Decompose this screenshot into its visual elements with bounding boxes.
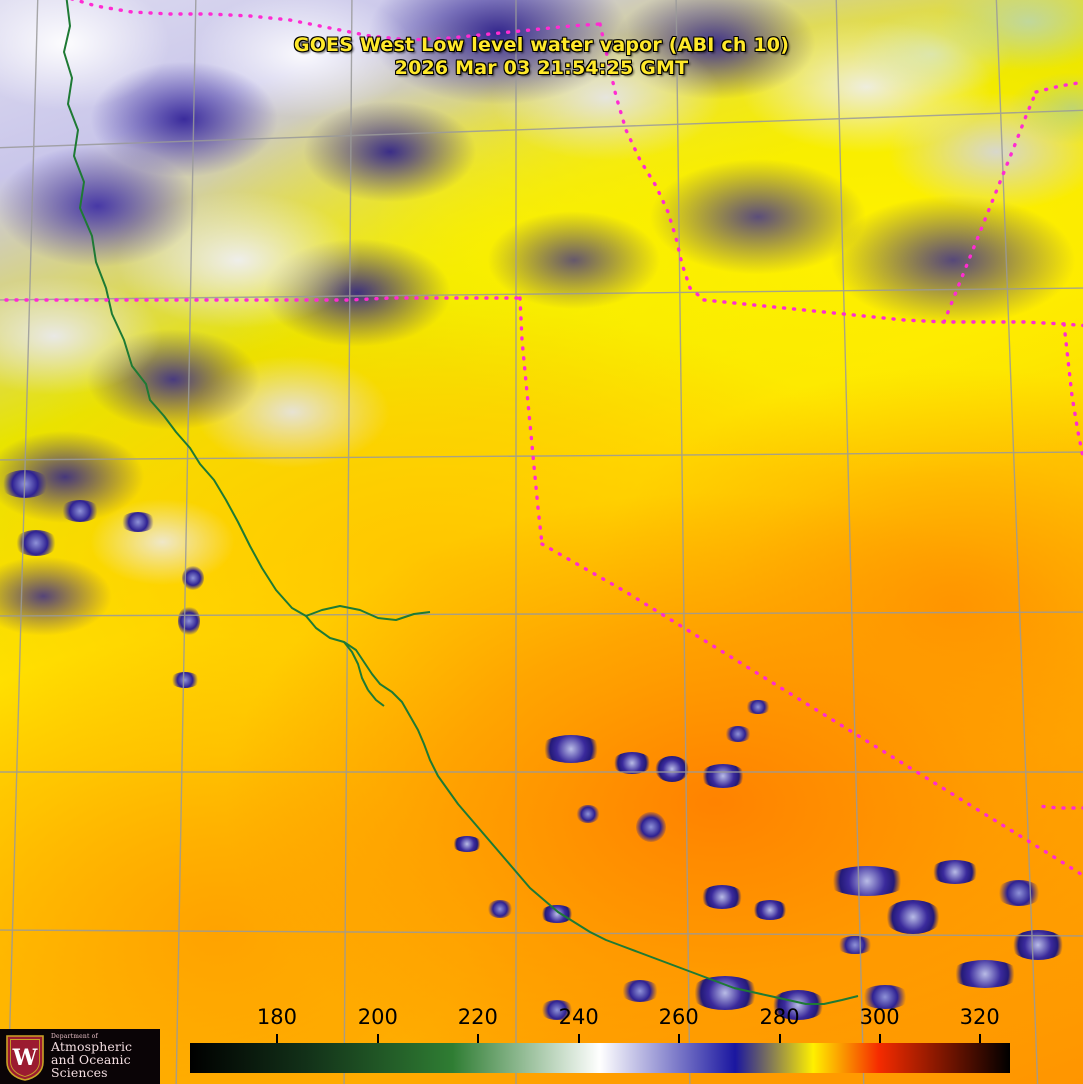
colorbar-tick-180 [275, 1034, 278, 1043]
colorbar-tick-300 [878, 1034, 881, 1043]
colorbar-tick-320 [978, 1034, 981, 1043]
colorbar-tick-260 [677, 1034, 680, 1043]
svg-text:W: W [12, 1045, 38, 1071]
colorbar-label-300: 300 [859, 1005, 900, 1029]
colorbar-tick-200 [376, 1034, 379, 1043]
colorbar-tick-marks [190, 1033, 1010, 1043]
logo-dept-prefix: Department of [51, 1032, 98, 1040]
colorbar-tick-labels: 180 200 220 240 260 280 300 320 [190, 1005, 1010, 1033]
colorbar-tick-280 [778, 1034, 781, 1043]
colorbar-label-220: 220 [457, 1005, 498, 1029]
colorbar-label-200: 200 [357, 1005, 398, 1029]
colorbar-gradient-strip [190, 1043, 1010, 1073]
colorbar: 180 200 220 240 260 280 300 320 [190, 1005, 1010, 1075]
colorbar-label-240: 240 [558, 1005, 599, 1029]
colorbar-label-280: 280 [759, 1005, 800, 1029]
uw-crest-icon: W [6, 1034, 44, 1081]
uw-aos-logo: W Department of Atmospheric and Oceanic … [0, 1029, 160, 1084]
colorbar-tick-240 [577, 1034, 580, 1043]
colorbar-label-180: 180 [256, 1005, 297, 1029]
logo-line-1: Atmospheric [51, 1038, 133, 1054]
logo-line-2: and Oceanic Sciences [51, 1052, 131, 1081]
colorbar-tick-220 [476, 1034, 479, 1043]
logo-text-block: Department of Atmospheric and Oceanic Sc… [51, 1032, 160, 1081]
colorbar-label-320: 320 [959, 1005, 1000, 1029]
colorbar-label-260: 260 [658, 1005, 699, 1029]
